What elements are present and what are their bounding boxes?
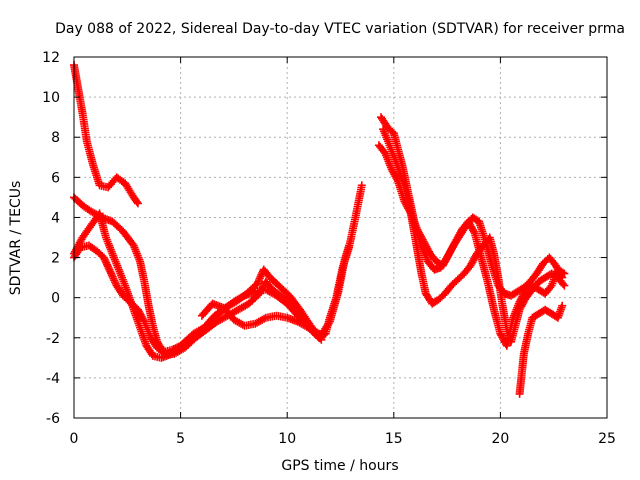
x-tick-label: 10 — [278, 431, 296, 447]
data-point — [357, 181, 366, 190]
data-point — [560, 281, 569, 290]
y-tick-label: 12 — [42, 50, 60, 66]
grid — [74, 57, 607, 418]
x-tick-label: 15 — [385, 431, 403, 447]
x-tick-label: 0 — [70, 431, 79, 447]
data-point — [345, 241, 354, 250]
data-point — [558, 301, 567, 310]
data-point — [559, 280, 568, 289]
data-point — [560, 269, 569, 278]
data-point — [393, 175, 402, 184]
y-tick-label: -4 — [46, 371, 60, 387]
y-tick-label: 10 — [42, 90, 60, 106]
data-points — [70, 61, 569, 398]
y-tick-label: 2 — [51, 251, 60, 267]
axis-ticks: 0 5 10 15 20 25 -6 -4 -2 0 2 4 6 8 10 12 — [42, 50, 616, 447]
y-tick-label: -6 — [46, 411, 60, 427]
data-point — [469, 227, 478, 236]
y-tick-label: -2 — [46, 331, 60, 347]
plot-frame — [73, 56, 608, 419]
data-point — [405, 207, 414, 216]
x-tick-label: 5 — [176, 431, 185, 447]
data-point — [558, 268, 567, 277]
y-tick-label: 8 — [51, 130, 60, 146]
x-tick-label: 25 — [598, 431, 616, 447]
y-tick-label: 0 — [51, 291, 60, 307]
y-tick-label: 6 — [51, 170, 60, 186]
x-axis-label: GPS time / hours — [281, 458, 398, 474]
chart-title: Day 088 of 2022, Sidereal Day-to-day VTE… — [55, 21, 625, 37]
data-point — [324, 319, 333, 328]
data-point — [313, 328, 322, 337]
data-point — [260, 314, 269, 323]
data-point — [315, 329, 324, 338]
y-tick-label: 4 — [51, 210, 60, 226]
data-point — [133, 199, 142, 208]
y-axis-label: SDTVAR / TECUs — [8, 181, 24, 296]
data-point — [132, 197, 141, 206]
x-tick-label: 20 — [491, 431, 509, 447]
